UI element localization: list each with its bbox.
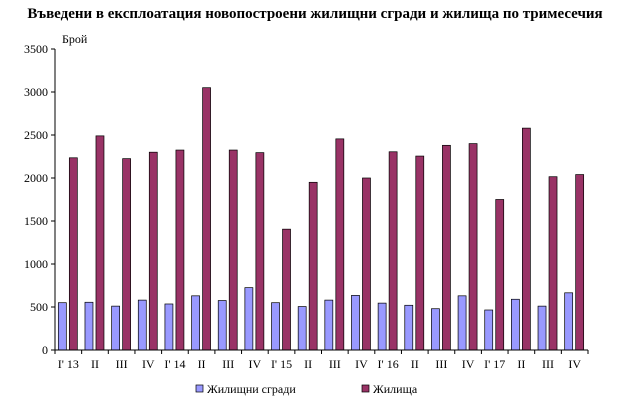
bar-dwellings bbox=[175, 149, 185, 351]
bar-buildings bbox=[564, 292, 574, 351]
x-tick-label: III bbox=[116, 357, 128, 371]
bar-buildings bbox=[484, 309, 494, 351]
bar-dwellings bbox=[415, 155, 425, 351]
bar-dwellings bbox=[308, 181, 318, 351]
bar-dwellings bbox=[228, 149, 238, 351]
axes bbox=[54, 49, 588, 351]
bar-buildings bbox=[457, 295, 467, 351]
bar-dwellings bbox=[362, 177, 371, 351]
x-tick-label: IV bbox=[249, 357, 262, 371]
x-tick-label: IV bbox=[355, 357, 368, 371]
x-tick-label: I' 16 bbox=[378, 357, 399, 371]
y-tick-label: 0 bbox=[42, 343, 48, 357]
bar-buildings bbox=[431, 308, 440, 351]
bar-dwellings bbox=[68, 157, 78, 351]
bar-dwellings bbox=[282, 228, 291, 351]
bar-buildings bbox=[404, 304, 414, 351]
y-tick-label: 1500 bbox=[24, 214, 48, 228]
bar-dwellings bbox=[522, 127, 531, 351]
bar-buildings bbox=[164, 303, 174, 351]
legend-label: Жилищни сгради bbox=[207, 382, 296, 396]
bars bbox=[57, 87, 585, 351]
bar-buildings bbox=[137, 299, 147, 351]
bar-dwellings bbox=[575, 174, 585, 351]
bar-buildings bbox=[511, 298, 520, 351]
x-tick-label: II bbox=[411, 357, 419, 371]
bar-dwellings bbox=[468, 143, 478, 351]
legend: Жилищни сгради Жилища bbox=[195, 382, 418, 396]
bar-dwellings bbox=[202, 87, 211, 351]
x-tick-label: IV bbox=[142, 357, 155, 371]
bar-dwellings bbox=[335, 138, 345, 351]
legend-label: Жилища bbox=[373, 382, 418, 396]
chart-title: Въведени в експлоатация новопостроени жи… bbox=[27, 6, 603, 22]
x-tick-label: III bbox=[542, 357, 554, 371]
bar-buildings bbox=[244, 287, 254, 351]
y-tick-label: 2500 bbox=[24, 128, 48, 142]
bar-buildings bbox=[217, 300, 227, 351]
x-tick-label: II bbox=[304, 357, 312, 371]
bar-dwellings bbox=[148, 151, 158, 351]
bar-buildings bbox=[537, 305, 547, 351]
y-tick-label: 3500 bbox=[24, 42, 48, 56]
bar-buildings bbox=[57, 302, 67, 351]
x-tick-label: III bbox=[435, 357, 447, 371]
bar-buildings bbox=[324, 299, 334, 351]
y-tick-label: 500 bbox=[30, 300, 48, 314]
x-tick-label: I' 14 bbox=[164, 357, 185, 371]
y-axis-label: Брой bbox=[62, 32, 88, 46]
y-tick-label: 3000 bbox=[24, 85, 48, 99]
legend-swatch bbox=[195, 384, 204, 393]
bar-dwellings bbox=[548, 176, 558, 351]
bar-dwellings bbox=[255, 152, 265, 351]
bar-dwellings bbox=[95, 135, 105, 351]
x-tick-label: III bbox=[222, 357, 234, 371]
y-tick-label: 1000 bbox=[24, 257, 48, 271]
bar-buildings bbox=[84, 301, 94, 351]
x-tick-label: III bbox=[329, 357, 341, 371]
bar-buildings bbox=[111, 305, 120, 351]
x-tick-label: I' 13 bbox=[58, 357, 79, 371]
bar-dwellings bbox=[442, 144, 451, 351]
x-tick-label: II bbox=[517, 357, 525, 371]
legend-swatch bbox=[361, 384, 370, 393]
bar-buildings bbox=[297, 306, 307, 351]
x-tick-label: II bbox=[198, 357, 206, 371]
bar-dwellings bbox=[388, 151, 398, 351]
x-tick-label: IV bbox=[462, 357, 475, 371]
x-tick-label: IV bbox=[568, 357, 581, 371]
y-axis: 0 500 1000 1500 2000 2500 3000 3500 bbox=[24, 42, 55, 357]
bar-buildings bbox=[191, 295, 200, 351]
y-tick-label: 2000 bbox=[24, 171, 48, 185]
x-tick-label: I' 17 bbox=[484, 357, 505, 371]
bar-buildings bbox=[271, 302, 280, 351]
x-axis: I' 13 II III IV I' 14 II III IV I' 15 II III IV I' 1… bbox=[54, 350, 589, 371]
bar-dwellings bbox=[122, 158, 131, 351]
x-tick-label: I' 15 bbox=[271, 357, 292, 371]
bar-buildings bbox=[351, 295, 360, 351]
bar-dwellings bbox=[495, 199, 505, 351]
x-tick-label: II bbox=[91, 357, 99, 371]
bar-buildings bbox=[377, 302, 387, 351]
